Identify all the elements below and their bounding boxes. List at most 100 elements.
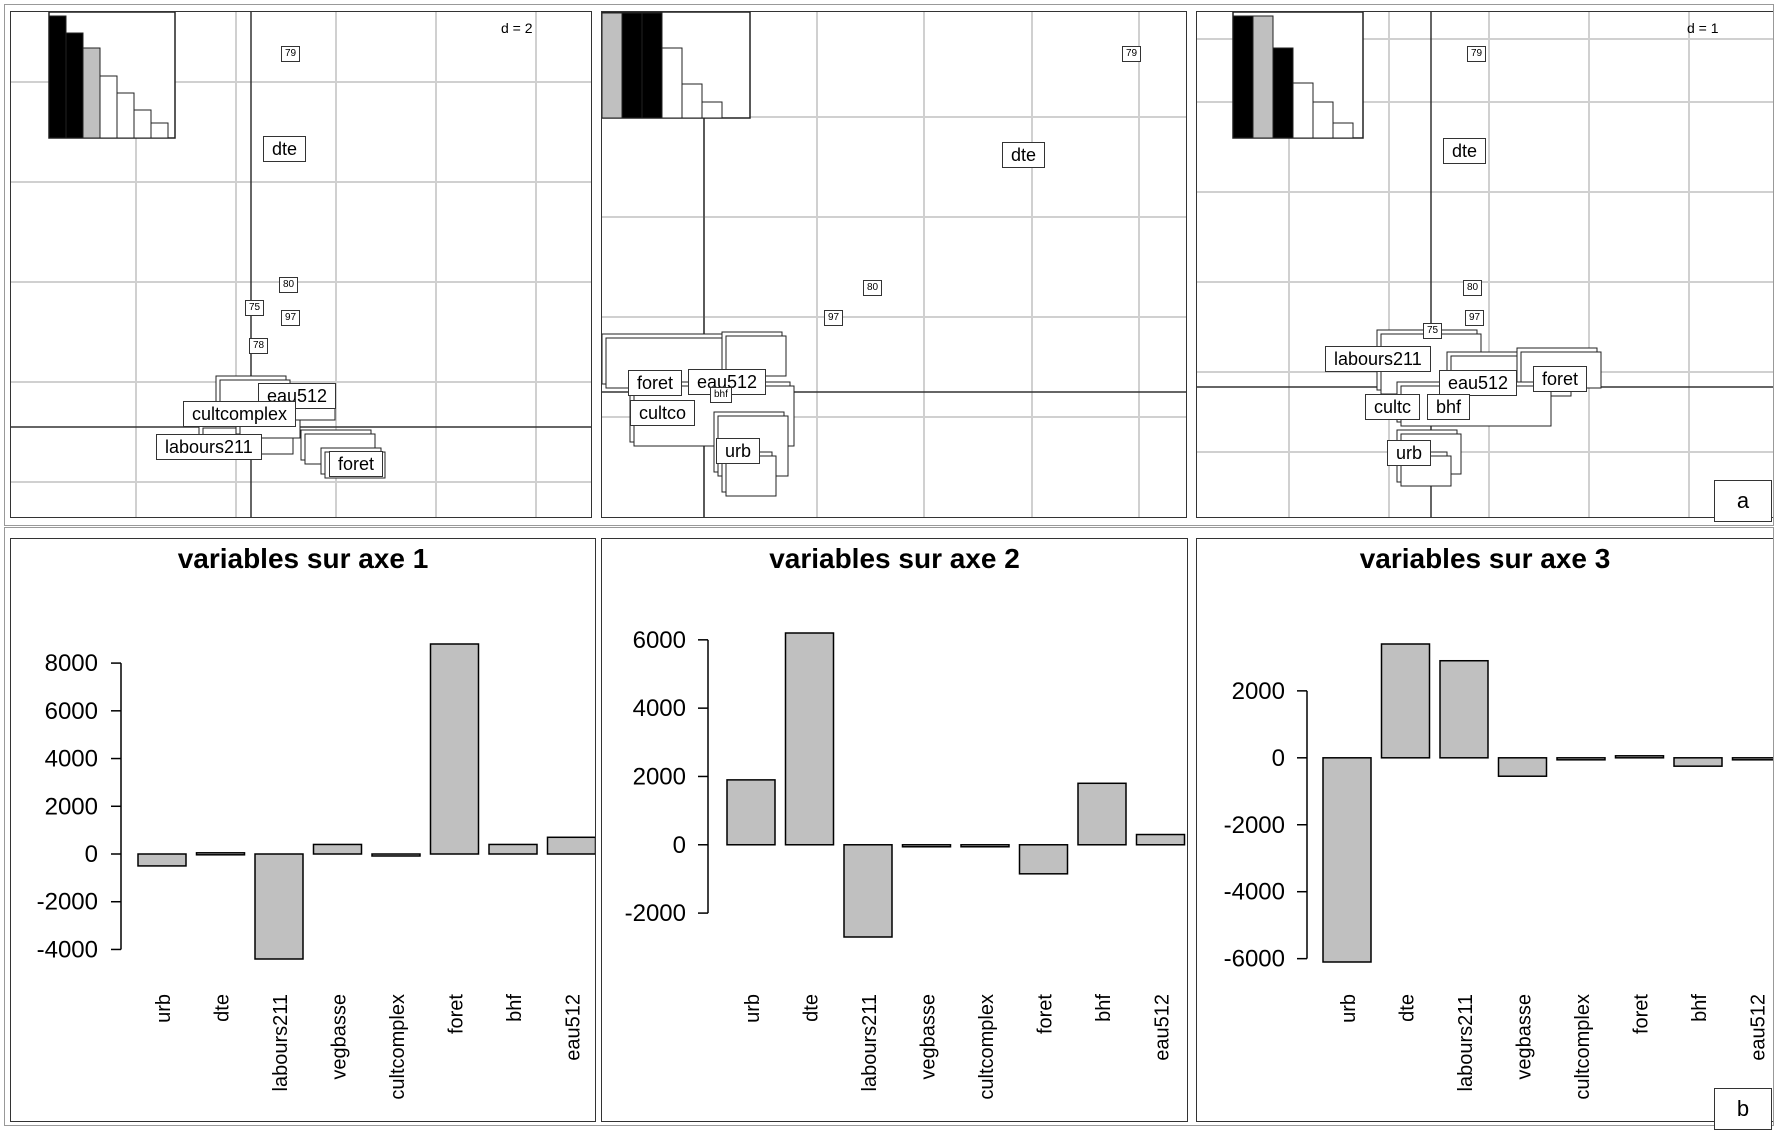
bar-bhf <box>1673 757 1723 767</box>
point-label: 75 <box>245 300 265 316</box>
x-tick-label: cultcomplex <box>976 994 998 1100</box>
x-tick-label: vegbasse <box>329 994 351 1080</box>
eigenvalue-bar <box>1272 47 1294 139</box>
bar-urb <box>137 853 187 867</box>
point-label: foret <box>628 370 683 396</box>
bar-urb <box>1322 757 1372 963</box>
y-tick-label: -2000 <box>625 900 686 927</box>
ordination-panel-1: 79 dte 80 75 97 78 eau512 cultcomplex labours211… <box>10 11 592 518</box>
point-label: 97 <box>1465 310 1485 326</box>
x-tick-label: cultcomplex <box>1572 994 1594 1100</box>
point-label: cultco <box>630 400 696 426</box>
point-label: labours211 <box>156 434 262 460</box>
point-label: 78 <box>249 338 269 354</box>
x-tick-label: urb <box>153 994 175 1023</box>
x-tick-label: eau512 <box>1152 994 1174 1061</box>
point-label: 75 <box>1423 323 1443 339</box>
bar-chart-axis-3: variables sur axe 3 2000 0 -2000 -4000 -6000… <box>1196 538 1773 1122</box>
x-tick-label: foret <box>1631 994 1653 1034</box>
bar-eau512 <box>1135 833 1186 846</box>
y-tick-label: -6000 <box>1224 946 1285 973</box>
bar-chart-plot: 2000 0 -2000 -4000 -6000 urb dte labours211 vegb… <box>1224 643 1773 1100</box>
eigenvalue-bar <box>1232 15 1254 139</box>
eigenvalue-bar <box>701 101 723 119</box>
eigenvalue-bar <box>82 47 101 139</box>
y-tick-label: -4000 <box>1224 879 1285 906</box>
point-label: bhf <box>1427 394 1471 420</box>
bar-chart-title: variables sur axe 3 <box>1359 543 1611 574</box>
y-tick-label: -2000 <box>37 889 98 916</box>
x-tick-label: dte <box>801 994 823 1022</box>
point-label: eau512 <box>1439 370 1518 396</box>
y-tick-label: 4000 <box>45 746 98 773</box>
point-label: urb <box>716 438 761 464</box>
y-tick-label: 0 <box>673 832 686 859</box>
x-tick-label: foret <box>1035 994 1057 1034</box>
bar-foret <box>429 643 480 855</box>
x-tick-label: labours211 <box>1455 994 1477 1091</box>
y-tick-label: -4000 <box>37 936 98 963</box>
bar-chart-plot: 6000 4000 2000 0 -2000 urb dte labours211 vegbas… <box>625 627 1186 1100</box>
point-label: dte <box>263 136 307 162</box>
y-tick-label: -2000 <box>1224 812 1285 839</box>
point-label: cultcomplex <box>183 401 297 427</box>
bar-foret <box>1018 844 1069 875</box>
x-tick-label: cultcomplex <box>387 994 409 1100</box>
bar-dte <box>195 852 246 856</box>
point-label: 80 <box>863 280 883 296</box>
ordination-plots-frame <box>4 4 1774 526</box>
x-tick-label: bhf <box>1093 994 1115 1022</box>
point-label: dte <box>1002 142 1046 168</box>
bar-labours211 <box>843 844 893 938</box>
x-tick-label: foret <box>446 994 468 1034</box>
y-tick-label: 8000 <box>45 650 98 677</box>
x-tick-label: urb <box>742 994 764 1023</box>
bar-chart-plot: 8000 6000 4000 2000 0 -2000 -4000 urb dte labours… <box>37 643 595 1100</box>
eigenvalue-bar <box>621 12 643 119</box>
point-label: foret <box>1533 366 1588 392</box>
eigenvalue-bar <box>1292 82 1314 139</box>
point-label: cultc <box>1365 394 1421 420</box>
y-tick-label: 2000 <box>633 763 686 790</box>
point-label: urb <box>1387 440 1432 466</box>
y-tick-label: 6000 <box>633 627 686 654</box>
point-label: 97 <box>281 310 301 326</box>
bar-dte <box>1380 643 1431 759</box>
bar-vegbasse <box>901 844 952 848</box>
x-tick-label: labours211 <box>859 994 881 1091</box>
ordination-plot-area <box>602 12 1186 517</box>
bar-eau512 <box>546 836 595 855</box>
x-tick-label: dte <box>212 994 234 1022</box>
point-label: 79 <box>1467 46 1487 62</box>
y-tick-label: 4000 <box>633 695 686 722</box>
bar-cultcomplex <box>371 853 421 857</box>
bar-vegbasse <box>312 843 363 855</box>
bar-chart-axis-1: variables sur axe 1 8000 6000 4000 2000 0 -20… <box>10 538 596 1122</box>
x-tick-label: vegbasse <box>918 994 940 1080</box>
bar-charts-frame <box>4 527 1774 1126</box>
scale-indicator: d = 1 <box>1687 20 1719 36</box>
bar-urb <box>726 779 776 846</box>
ordination-plot-area <box>11 12 591 517</box>
point-label: bhf <box>710 387 732 403</box>
eigenvalue-bar <box>133 109 152 139</box>
eigenvalue-bar <box>116 92 135 139</box>
eigenvalue-bar <box>661 47 683 119</box>
ordination-panel-3: 79 dte 80 97 75 labours211 foret eau512 cultc bhf… <box>1196 11 1773 518</box>
bar-foret <box>1614 755 1665 759</box>
bar-cultcomplex <box>1556 757 1606 761</box>
point-label: 79 <box>1122 46 1142 62</box>
bar-bhf <box>488 843 538 855</box>
point-label: foret <box>329 451 384 477</box>
eigenvalue-bar <box>65 32 84 139</box>
eigenvalue-bar <box>1332 122 1354 139</box>
bar-eau512 <box>1731 757 1773 761</box>
x-tick-label: bhf <box>1689 994 1711 1022</box>
x-tick-label: vegbasse <box>1514 994 1536 1080</box>
y-tick-label: 0 <box>1272 745 1285 772</box>
bar-chart-title: variables sur axe 2 <box>769 543 1020 574</box>
eigenvalue-bar <box>602 12 623 119</box>
x-tick-label: bhf <box>504 994 526 1022</box>
figure-label-a: a <box>1714 480 1772 522</box>
point-label: 80 <box>1463 280 1483 296</box>
